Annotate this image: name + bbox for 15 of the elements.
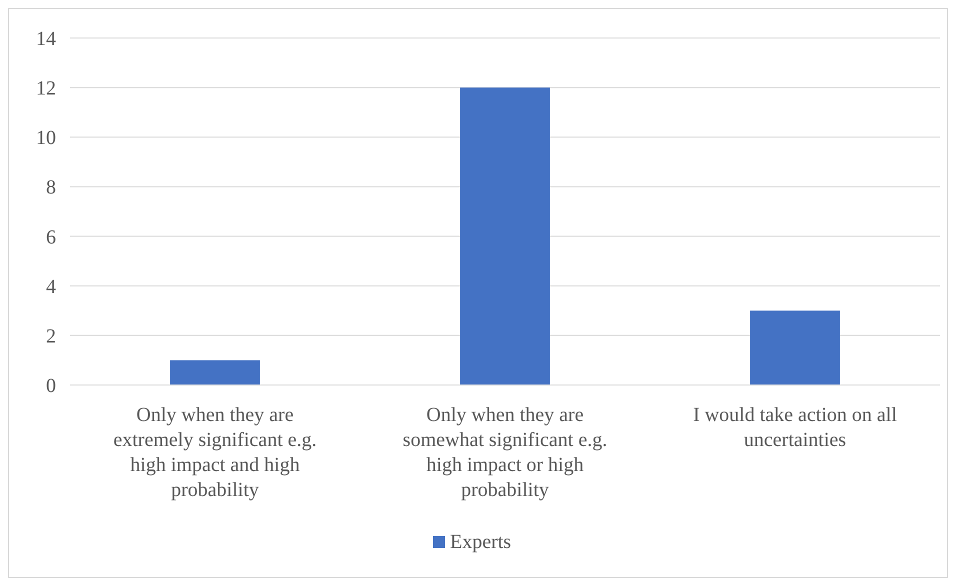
bar <box>170 360 260 385</box>
bar <box>750 310 840 385</box>
y-tick-label: 12 <box>36 78 56 100</box>
y-tick-label: 8 <box>46 176 56 199</box>
y-tick-label: 2 <box>46 325 56 348</box>
legend-label: Experts <box>450 531 512 553</box>
y-tick-label: 0 <box>46 375 56 397</box>
y-tick-label: 14 <box>36 28 56 50</box>
y-tick-label: 4 <box>46 276 56 298</box>
x-tick-label: I would take action on all uncertainties <box>693 404 898 451</box>
x-tick-label: Only when they are extremely significant e.g. high impact and high probability <box>113 404 317 501</box>
y-tick-label: 6 <box>46 226 56 248</box>
bar <box>460 88 550 385</box>
x-tick-label: Only when they are somewhat significant e.g. high impact or high probability <box>402 404 608 501</box>
y-tick-label: 10 <box>36 127 56 150</box>
